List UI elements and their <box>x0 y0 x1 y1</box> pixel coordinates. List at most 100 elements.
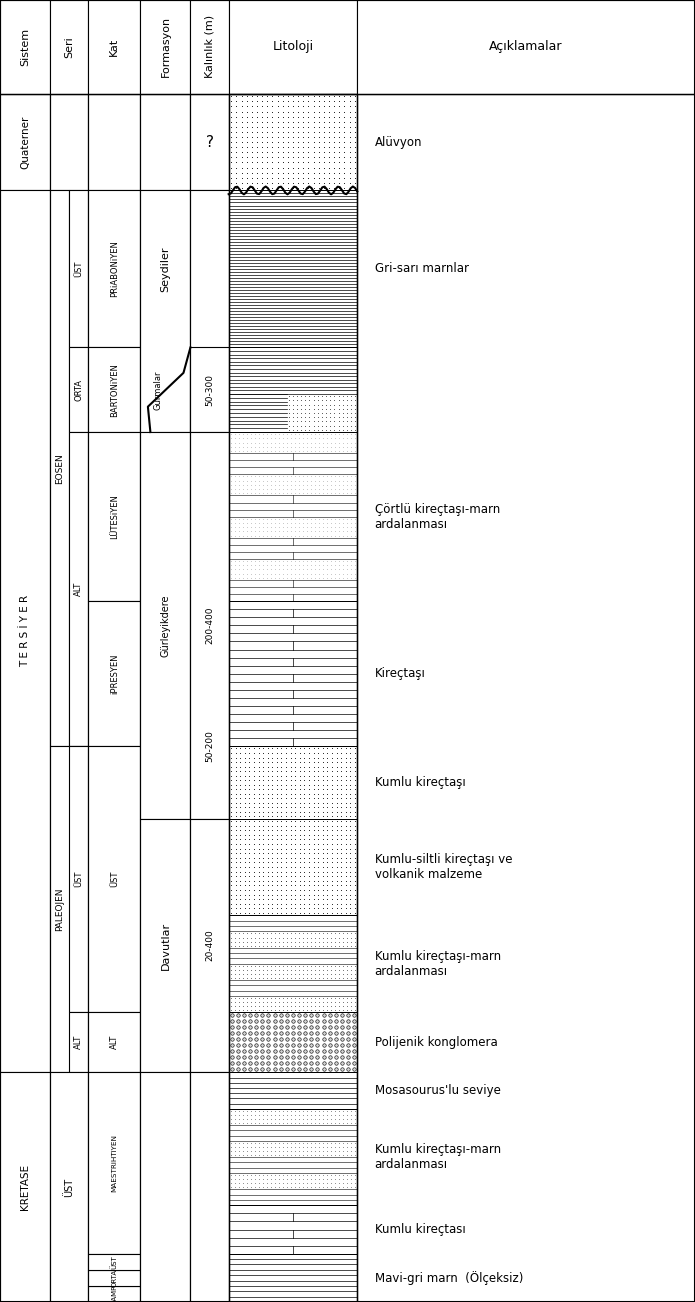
Text: ÜST: ÜST <box>111 1255 117 1268</box>
Bar <box>88 190 140 348</box>
Bar <box>140 0 190 94</box>
Text: LÜTESiYEN: LÜTESiYEN <box>110 495 119 539</box>
Bar <box>88 1073 140 1254</box>
Bar <box>357 0 695 94</box>
Text: iPRESYEN: iPRESYEN <box>110 654 119 694</box>
Text: ÜST: ÜST <box>74 260 83 277</box>
Bar <box>229 819 357 915</box>
Bar <box>88 1286 140 1302</box>
Text: Kumlu kireçtaşı: Kumlu kireçtaşı <box>375 776 466 789</box>
Text: ORTA: ORTA <box>111 1268 117 1286</box>
Bar <box>70 1012 88 1073</box>
Text: Kireçtaşı: Kireçtaşı <box>375 667 425 680</box>
Bar <box>88 1254 140 1269</box>
Bar <box>229 432 357 602</box>
Bar <box>190 348 229 432</box>
Text: MAESTRiHTiYEN: MAESTRiHTiYEN <box>111 1134 117 1193</box>
Text: Formasyon: Formasyon <box>161 17 170 77</box>
Text: Alüvyon: Alüvyon <box>375 135 422 148</box>
Text: PALEOJEN: PALEOJEN <box>55 888 64 931</box>
Bar <box>88 602 140 746</box>
Bar <box>140 432 190 819</box>
Bar <box>88 94 140 190</box>
Text: Mavi-gri marn  (Ölçeksiz): Mavi-gri marn (Ölçeksiz) <box>375 1271 523 1285</box>
Text: ALT: ALT <box>110 1035 119 1049</box>
Bar <box>140 190 190 432</box>
Text: Gurmalar: Gurmalar <box>154 370 163 410</box>
Bar <box>190 190 229 432</box>
Bar <box>229 94 357 1302</box>
Text: Seri: Seri <box>64 36 74 57</box>
Bar <box>140 94 190 190</box>
Text: Kat: Kat <box>109 38 120 56</box>
Text: 50-200: 50-200 <box>205 730 214 762</box>
Text: Açıklamalar: Açıklamalar <box>489 40 563 53</box>
Text: 50-300: 50-300 <box>205 374 214 406</box>
Bar <box>0 190 50 1073</box>
Bar <box>88 0 140 94</box>
Bar <box>190 94 229 190</box>
Bar <box>88 348 140 432</box>
Bar <box>229 94 357 190</box>
Text: PRiABONiYEN: PRiABONiYEN <box>110 241 119 297</box>
Bar <box>0 0 50 94</box>
Text: Quaterner: Quaterner <box>20 116 30 169</box>
Text: ÜST: ÜST <box>74 871 83 887</box>
Bar <box>70 746 88 1012</box>
Text: Kumlu kireçtaşı-marn
ardalanması: Kumlu kireçtaşı-marn ardalanması <box>375 949 500 978</box>
Bar <box>140 1073 190 1302</box>
Bar <box>229 746 357 819</box>
Text: Polijenik konglomera: Polijenik konglomera <box>375 1035 498 1048</box>
Bar <box>70 190 88 348</box>
Text: Kumlu-siltli kireçtaşı ve
volkanik malzeme: Kumlu-siltli kireçtaşı ve volkanik malze… <box>375 853 512 881</box>
Bar <box>229 602 357 746</box>
Bar <box>50 1073 88 1302</box>
Bar <box>50 0 88 94</box>
Text: Seydiler: Seydiler <box>161 246 170 292</box>
Bar <box>229 1012 357 1073</box>
Bar <box>70 348 88 432</box>
Bar <box>140 819 190 1073</box>
Text: EOSEN: EOSEN <box>55 453 64 483</box>
Text: Gürleyikdere: Gürleyikdere <box>161 594 170 656</box>
Text: Çörtlü kireçtaşı-marn
ardalanması: Çörtlü kireçtaşı-marn ardalanması <box>375 503 500 531</box>
Text: Kumlu kireçtası: Kumlu kireçtası <box>375 1223 466 1236</box>
Bar <box>229 1109 357 1206</box>
Bar <box>0 94 50 190</box>
Bar <box>190 1073 229 1302</box>
Text: ORTA: ORTA <box>74 379 83 401</box>
Text: Mosasourus'lu seviye: Mosasourus'lu seviye <box>375 1085 500 1098</box>
Bar <box>229 0 357 94</box>
Bar <box>229 1073 357 1109</box>
Bar <box>88 1269 140 1286</box>
Text: Kalınlık (m): Kalınlık (m) <box>204 16 215 78</box>
Bar <box>88 432 140 602</box>
Bar <box>190 432 229 819</box>
Text: ÜST: ÜST <box>110 871 119 887</box>
Bar <box>0 1073 50 1302</box>
Bar <box>50 746 88 1073</box>
Text: BARTONiYEN: BARTONiYEN <box>110 363 119 417</box>
Bar <box>190 819 229 1073</box>
Bar <box>190 0 229 94</box>
Text: 200-400: 200-400 <box>205 607 214 644</box>
Bar <box>229 190 357 348</box>
Bar <box>88 746 140 1012</box>
Bar <box>50 190 70 746</box>
Text: Sistem: Sistem <box>20 27 30 66</box>
Text: Davutlar: Davutlar <box>161 922 170 970</box>
Text: T E R S İ Y E R: T E R S İ Y E R <box>20 595 30 668</box>
Text: Kumlu kireçtaşı-marn
ardalanması: Kumlu kireçtaşı-marn ardalanması <box>375 1143 500 1170</box>
Text: Litoloji: Litoloji <box>272 40 313 53</box>
Text: Gri-sarı marnlar: Gri-sarı marnlar <box>375 263 468 276</box>
Text: ÜST: ÜST <box>64 1177 74 1197</box>
Bar <box>70 432 88 746</box>
Bar <box>357 94 695 1302</box>
Text: ALT: ALT <box>74 1035 83 1049</box>
Bar <box>229 1206 357 1254</box>
Bar <box>229 1254 357 1302</box>
Text: ALT: ALT <box>74 582 83 596</box>
Text: ?: ? <box>206 134 213 150</box>
Text: KRETASE: KRETASE <box>20 1164 30 1211</box>
Text: KAMP: KAMP <box>111 1284 117 1302</box>
